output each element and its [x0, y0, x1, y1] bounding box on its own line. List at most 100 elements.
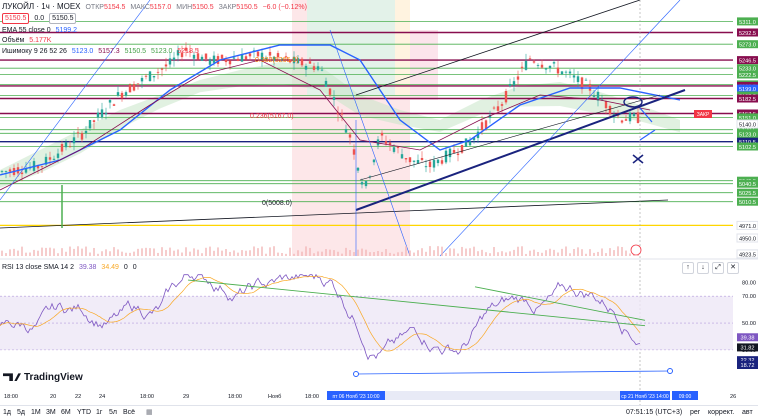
trendline-lower — [0, 199, 669, 229]
candle-body-108 — [432, 160, 436, 168]
tf-1y[interactable]: 1г — [96, 409, 103, 416]
volume-bar — [417, 250, 419, 256]
candle-body-103 — [412, 160, 416, 162]
branding-text: TradingView — [24, 372, 83, 383]
tf-6m[interactable]: 6М — [61, 409, 71, 416]
tf-5d[interactable]: 5д — [17, 409, 25, 416]
pane-maximize-button[interactable]: ⤢ — [712, 262, 724, 274]
time-label-2: 22 — [75, 394, 81, 400]
adjust-toggle[interactable]: коррект. — [708, 409, 735, 416]
candle-body-139 — [556, 67, 560, 74]
volume-bar — [173, 250, 175, 256]
svg-text:5292.5: 5292.5 — [739, 31, 756, 37]
price-label-5040.5: 5040.5 — [737, 179, 758, 188]
rsi-sma-line — [0, 275, 641, 352]
volume-bar — [577, 247, 579, 256]
candle-body-148 — [592, 95, 596, 97]
candle-body-62 — [248, 53, 252, 57]
volume-bar — [177, 249, 179, 256]
volume-bar — [297, 250, 299, 256]
volume-bar — [317, 251, 319, 256]
volume-bar — [193, 248, 195, 256]
tf-3m[interactable]: 3М — [46, 409, 56, 416]
percent-toggle[interactable]: per — [690, 409, 701, 416]
volume-bar — [53, 248, 55, 256]
svg-text:5025.5: 5025.5 — [739, 191, 756, 197]
tradingview-mark-icon — [3, 373, 21, 382]
svg-text:5311.0: 5311.0 — [739, 20, 756, 26]
buy-button[interactable]: 5150.5 — [49, 13, 77, 24]
candle-body-48 — [192, 54, 196, 59]
volume-bar — [269, 247, 271, 256]
tradingview-logo[interactable]: TradingView — [3, 372, 83, 383]
volume-bar — [373, 252, 375, 256]
volume-bar — [501, 251, 503, 256]
tf-5y[interactable]: 5л — [109, 409, 117, 416]
tf-1d[interactable]: 1д — [3, 409, 11, 416]
volume-bar — [321, 251, 323, 256]
volume-bar — [369, 252, 371, 256]
ichimoku-v0: 5123.0 — [71, 48, 94, 55]
svg-text:5246.5: 5246.5 — [739, 59, 756, 65]
volume-bar — [221, 250, 223, 256]
rsi-legend[interactable]: RSI 13 close SMA 14 2 39.38 34.49 0 0 — [2, 263, 140, 272]
candle-body-86 — [344, 129, 348, 133]
candle-body-97 — [388, 142, 392, 145]
svg-text:5123.0: 5123.0 — [739, 133, 756, 139]
volume-bar — [565, 246, 567, 256]
volume-bar — [601, 248, 603, 256]
svg-text:5182.5: 5182.5 — [739, 97, 756, 103]
annotation-x-b — [632, 154, 644, 164]
price-label-5123.0: 5123.0 — [737, 130, 758, 139]
volume-bar — [133, 251, 135, 256]
volume-bar — [237, 252, 239, 256]
fan-line-2 — [439, 0, 681, 257]
candle-body-113 — [452, 149, 456, 153]
candle-body-159 — [636, 112, 640, 124]
pane-close-button[interactable]: ✕ — [727, 262, 739, 274]
date-tag-right: ср 21 Нояб '23 14:00 — [621, 394, 669, 400]
auto-toggle[interactable]: авт — [742, 409, 753, 416]
calendar-icon[interactable]: ▦ — [146, 409, 153, 416]
volume-bar — [605, 253, 607, 256]
volume-bar — [277, 252, 279, 256]
volume-bar — [573, 248, 575, 256]
volume-bar — [49, 247, 51, 256]
date-tag-left-bg — [327, 391, 385, 400]
candle-body-154 — [616, 115, 620, 117]
candle-body-35 — [140, 77, 144, 82]
pane-up-button[interactable]: ↑ — [682, 262, 694, 274]
clock-label[interactable]: 07:51:15 (UTC+3) — [626, 409, 683, 416]
candle-body-131 — [524, 60, 528, 70]
candle-body-9 — [36, 165, 40, 169]
volume-bar — [557, 252, 559, 256]
ema-legend[interactable]: EMA 55 close 0 5199.2 — [2, 26, 80, 35]
volume-bar — [465, 248, 467, 256]
candle-body-61 — [244, 56, 248, 60]
rsi-anchor-right — [667, 368, 673, 374]
candle-body-155 — [620, 120, 624, 123]
bottom-toolbar: 1д 5д 1М 3М 6М YTD 1г 5л Всё ▦ 07:51:15 … — [0, 405, 758, 419]
tf-all[interactable]: Всё — [123, 409, 136, 416]
sell-button[interactable]: 5150.5 — [2, 13, 30, 24]
volume-bar — [233, 250, 235, 256]
candle-body-20 — [80, 133, 84, 140]
volume-bar — [345, 247, 347, 256]
symbol-title[interactable]: ЛУКОЙЛ · 1ч · MOEX — [2, 2, 81, 11]
volume-bar — [481, 249, 483, 256]
tf-ytd[interactable]: YTD — [77, 409, 91, 416]
volume-bar — [25, 252, 27, 256]
low-label: МИН — [176, 4, 193, 11]
pane-down-button[interactable]: ↓ — [697, 262, 709, 274]
volume-bar — [437, 246, 439, 256]
volume-bar — [305, 246, 307, 256]
ema-line — [0, 44, 681, 176]
candle-body-41 — [164, 64, 168, 67]
volume-legend[interactable]: Объём 5.177K — [2, 36, 54, 45]
volume-bar — [129, 252, 131, 256]
candle-body-58 — [232, 57, 236, 59]
ichimoku-legend[interactable]: Ишимоку 9 26 52 26 5123.0 5157.3 5150.5 … — [2, 47, 202, 56]
tf-1m[interactable]: 1М — [31, 409, 41, 416]
volume-bar — [349, 250, 351, 256]
